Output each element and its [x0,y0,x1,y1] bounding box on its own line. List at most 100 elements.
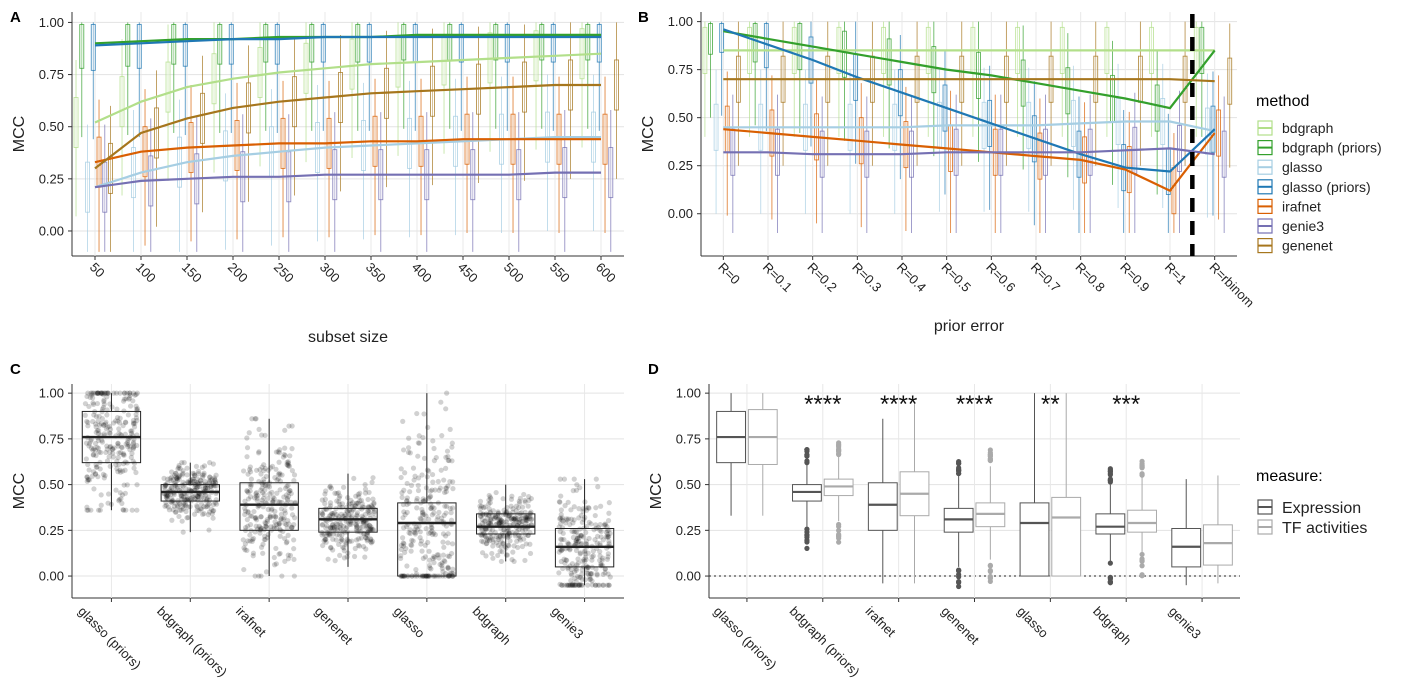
panel-c-point [324,523,330,529]
panel-c-point [176,462,182,469]
panel-c-point [190,478,196,484]
panel-c-point [398,542,405,548]
panel-c-point [404,497,410,504]
panel-c-point [495,534,501,541]
panel-d-significance: **** [956,391,993,418]
panel-c-point [133,415,140,421]
panel-c-point [584,523,590,530]
panel-c-point [327,525,333,531]
panel-a-box [274,24,280,65]
panel-c-point [134,390,140,396]
panel-c-point [170,507,176,513]
panel-c-point [495,542,501,549]
panel-c-point [101,390,107,396]
panel-c-point [277,533,283,539]
panel-c-point [127,443,133,449]
panel-c-point [430,438,436,444]
panel-c-point [195,468,202,474]
panel-c-point [323,533,329,539]
panel-c-point [259,490,266,496]
panel-c-point [261,479,267,485]
panel-c-point [577,526,583,532]
panel-c-point [84,474,90,480]
panel-c-point [164,493,171,499]
panel-c-point [567,521,573,528]
panel-c-point [269,463,276,469]
panel-c-point [576,535,582,541]
panel-c-point [289,468,295,474]
panel-c-point [84,393,90,400]
panel-c-point [172,500,178,506]
panel-c-point [190,476,196,482]
panel-c-point [99,437,105,443]
panel-c-point [344,509,351,515]
panel-c-point [277,499,283,505]
panel-c-point [269,489,275,495]
panel-c-point [203,485,209,491]
panel-c-point [401,509,407,515]
panel-c-point [568,578,574,584]
panel-c-point [600,571,606,577]
panel-c-point [429,512,435,518]
panel-c-point [574,482,580,488]
panel-c-point [413,567,419,573]
panel-c-point [569,582,575,588]
panel-c-point [175,466,181,472]
panel-c-point [514,529,520,535]
panel-c-point [282,520,288,527]
panel-c-point [247,513,253,519]
panel-d-y-axis-title: MCC [648,473,665,509]
panel-c-point [130,444,137,451]
panel-c-point [258,544,265,550]
panel-c-point [169,485,175,491]
panel-c-point [124,390,130,396]
panel-c-point [82,412,88,418]
panel-c-point [169,499,175,505]
panel-c-point [578,532,584,538]
panel-c-point [334,521,341,528]
panel-c-point [360,519,366,525]
panel-c-point [163,491,169,498]
panel-c-point [371,506,377,512]
panel-c-point [261,527,267,533]
panel-c-point [211,508,217,514]
panel-c-point [562,503,568,509]
panel-c-point [276,470,283,476]
panel-c-point [334,527,341,533]
panel-c-point [582,547,588,554]
panel-c-point [523,518,529,524]
panel-c-point [105,491,112,497]
panel-c-point [524,518,530,524]
panel-c-point [588,576,594,582]
panel-c-point [260,550,266,556]
panel-c-point [505,534,511,540]
panel-c-point [440,552,446,558]
panel-c-point [127,447,133,453]
panel-d-xtick-label: glasso (priors) [711,604,780,673]
panel-c-point [192,496,198,502]
panel-b-xtick-label: R=0.1 [760,260,795,295]
panel-c-point [477,498,484,504]
panel-c-point [346,507,352,513]
panel-c-point [272,513,279,520]
panel-c-point [116,426,122,432]
panel-c-point [269,506,275,512]
panel-c-point [583,529,589,536]
panel-b-x-axis-title: prior error [934,318,1005,335]
panel-c-point [242,541,248,547]
panel-c-point [413,498,420,504]
panel-c-point [360,521,366,527]
panel-c-point [423,513,429,519]
panel-c-point [431,445,437,452]
panel-b-box [1020,59,1026,107]
panel-c-point [482,533,488,539]
panel-c-point [569,581,576,587]
panel-c-point [182,501,189,507]
panel-c-point [263,473,269,480]
panel-c-point [271,496,277,502]
panel-c-point [132,392,138,398]
panel-c-point [115,441,121,447]
panel-c-point [371,501,377,507]
panel-c-point [347,521,353,527]
panel-c-point [440,531,447,537]
